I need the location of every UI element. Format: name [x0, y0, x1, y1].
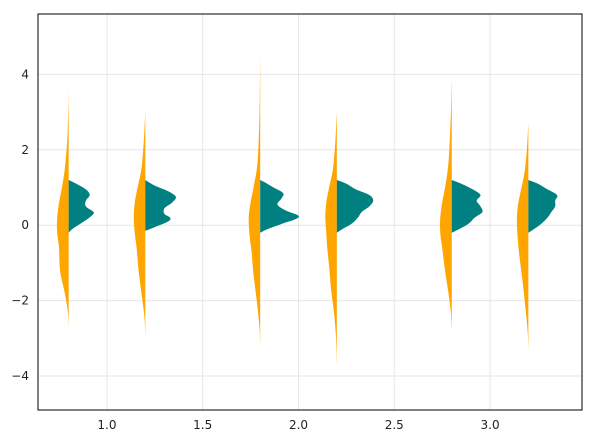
x-tick-label: 1.0	[97, 418, 116, 432]
y-axis-ticks: −4 −2 0 2 4	[11, 67, 29, 383]
violin-4-left-half	[325, 112, 337, 365]
y-tick-label: 2	[21, 143, 29, 157]
violin-6-right-half	[528, 179, 558, 233]
y-tick-label: −2	[11, 294, 29, 308]
violin-2-left-half	[133, 112, 146, 335]
violin-5-left-half	[440, 78, 452, 331]
x-tick-label: 3.0	[481, 418, 500, 432]
y-tick-label: 4	[21, 67, 29, 81]
violin-1-right-half	[68, 179, 94, 233]
y-tick-label: −4	[11, 369, 29, 383]
violin-4-right-half	[336, 179, 374, 233]
violin-2-right-half	[145, 179, 177, 231]
violin-1-left-half	[56, 89, 69, 328]
grid	[38, 14, 582, 410]
violin-6-left-half	[516, 123, 529, 350]
plot-frame	[37, 13, 583, 411]
x-tick-label: 2.0	[289, 418, 308, 432]
violins	[56, 55, 558, 365]
violin-3-right-half	[260, 179, 299, 233]
x-axis-ticks: 1.0 1.5 2.0 2.5 3.0	[97, 418, 499, 432]
x-tick-label: 1.5	[193, 418, 212, 432]
violin-3-left-half	[248, 55, 261, 346]
violin-5-right-half	[451, 179, 483, 233]
y-tick-label: 0	[21, 218, 29, 232]
x-tick-label: 2.5	[385, 418, 404, 432]
